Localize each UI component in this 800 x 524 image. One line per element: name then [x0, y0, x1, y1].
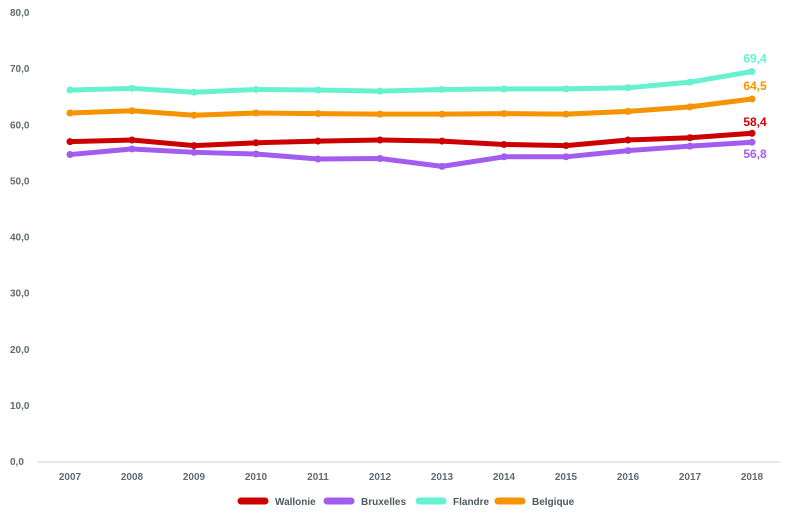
data-point-flandre	[314, 86, 322, 94]
legend-item-belgique: Belgique	[494, 497, 575, 508]
data-point-wallonie	[252, 139, 260, 147]
x-tick-label: 2014	[493, 472, 516, 483]
data-point-flandre	[500, 85, 508, 93]
data-point-wallonie	[624, 136, 632, 144]
data-point-wallonie	[562, 142, 570, 150]
data-point-belgique	[252, 109, 260, 117]
data-point-wallonie	[686, 134, 694, 142]
data-point-wallonie	[314, 137, 322, 145]
end-label-bruxelles: 56,8	[743, 147, 767, 161]
x-tick-label: 2018	[741, 472, 764, 483]
end-labels: 58,4 56,8 69,4 64,5	[743, 51, 767, 161]
data-point-belgique	[190, 111, 198, 119]
legend-label-wallonie: Wallonie	[275, 497, 316, 508]
series-bruxelles	[66, 138, 756, 170]
x-tick-label: 2010	[245, 472, 268, 483]
data-point-belgique	[748, 95, 756, 103]
series-layer	[66, 67, 756, 170]
data-point-belgique	[66, 109, 74, 117]
x-tick-label: 2016	[617, 472, 640, 483]
series-line-flandre	[67, 68, 755, 95]
data-point-belgique	[128, 107, 136, 115]
data-point-bruxelles	[438, 162, 446, 170]
data-point-belgique	[438, 110, 446, 118]
y-tick-label: 40,0	[10, 233, 30, 244]
data-point-belgique	[314, 110, 322, 118]
legend-item-flandre: Flandre	[415, 497, 490, 508]
legend-item-bruxelles: Bruxelles	[323, 497, 406, 508]
series-line-belgique	[67, 96, 755, 118]
data-point-wallonie	[66, 138, 74, 146]
data-point-flandre	[438, 85, 446, 93]
series-belgique	[66, 95, 756, 119]
data-point-bruxelles	[190, 148, 198, 156]
y-tick-label: 70,0	[10, 64, 30, 75]
legend-item-wallonie: Wallonie	[237, 497, 316, 508]
legend-label-flandre: Flandre	[453, 497, 490, 508]
x-tick-label: 2009	[183, 472, 206, 483]
end-label-flandre: 69,4	[743, 51, 767, 65]
data-point-wallonie	[190, 142, 198, 150]
data-point-wallonie	[500, 140, 508, 148]
y-tick-label: 60,0	[10, 120, 30, 131]
x-tick-label: 2017	[679, 472, 702, 483]
legend: Wallonie Bruxelles Flandre Belgique	[237, 497, 575, 508]
y-tick-label: 20,0	[10, 345, 30, 356]
data-point-flandre	[376, 87, 384, 95]
data-point-bruxelles	[748, 138, 756, 146]
data-point-flandre	[190, 88, 198, 96]
series-wallonie	[66, 129, 756, 150]
data-point-bruxelles	[624, 147, 632, 155]
end-label-wallonie: 58,4	[743, 115, 767, 129]
data-point-bruxelles	[252, 150, 260, 158]
data-point-belgique	[500, 110, 508, 118]
x-tick-label: 2011	[307, 472, 329, 483]
data-point-flandre	[686, 78, 694, 86]
x-axis-ticks: 2007 2008 2009 2010 2011 2012 2013 2014 2015 2016…	[59, 472, 764, 483]
data-point-wallonie	[128, 136, 136, 144]
data-point-wallonie	[748, 129, 756, 137]
x-tick-label: 2008	[121, 472, 144, 483]
end-label-belgique: 64,5	[743, 79, 767, 93]
data-point-bruxelles	[314, 155, 322, 163]
data-point-belgique	[624, 107, 632, 115]
data-point-flandre	[252, 85, 260, 93]
data-point-belgique	[376, 110, 384, 118]
y-axis-ticks: 0,0 10,0 20,0 30,0 40,0 50,0 60,0 70,0 80,0	[10, 8, 30, 468]
legend-label-bruxelles: Bruxelles	[361, 497, 406, 508]
data-point-bruxelles	[562, 153, 570, 161]
data-point-wallonie	[438, 137, 446, 145]
y-tick-label: 30,0	[10, 289, 30, 300]
data-point-bruxelles	[686, 142, 694, 150]
series-line-wallonie	[67, 130, 755, 149]
data-point-wallonie	[376, 136, 384, 144]
data-point-flandre	[562, 85, 570, 93]
legend-label-belgique: Belgique	[532, 497, 575, 508]
y-tick-label: 10,0	[10, 401, 30, 412]
x-tick-label: 2015	[555, 472, 578, 483]
y-tick-label: 80,0	[10, 8, 30, 19]
data-point-flandre	[748, 67, 756, 75]
x-tick-label: 2012	[369, 472, 392, 483]
y-tick-label: 50,0	[10, 176, 30, 187]
x-tick-label: 2013	[431, 472, 454, 483]
data-point-bruxelles	[376, 154, 384, 162]
series-flandre	[66, 67, 756, 96]
y-tick-label: 0,0	[10, 457, 24, 468]
data-point-bruxelles	[500, 153, 508, 161]
data-point-bruxelles	[66, 151, 74, 159]
data-point-bruxelles	[128, 145, 136, 153]
data-point-belgique	[686, 103, 694, 111]
data-point-flandre	[128, 84, 136, 92]
data-point-belgique	[562, 110, 570, 118]
data-point-flandre	[624, 84, 632, 92]
series-line-bruxelles	[67, 139, 755, 169]
data-point-flandre	[66, 86, 74, 94]
x-tick-label: 2007	[59, 472, 82, 483]
